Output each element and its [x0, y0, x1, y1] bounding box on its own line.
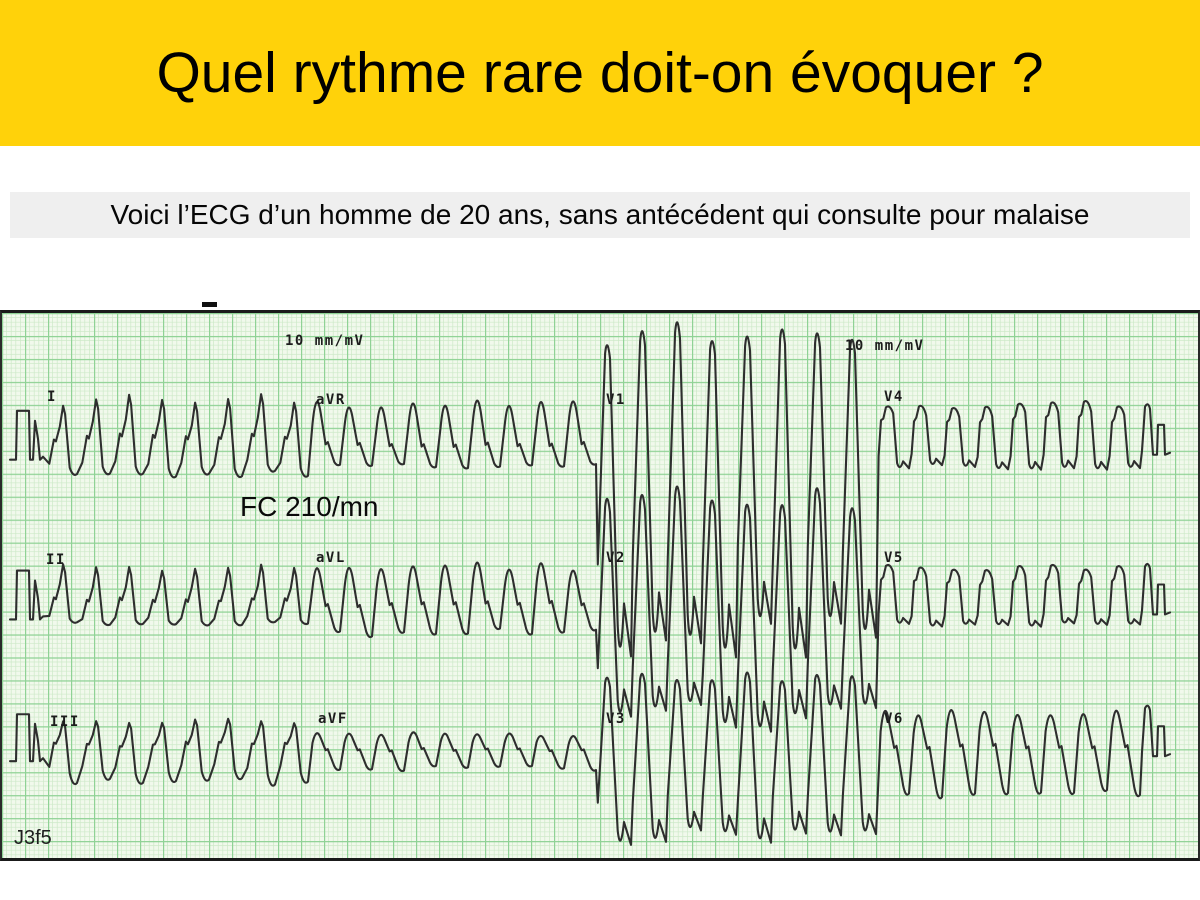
- scan-artifact-mark: [202, 302, 217, 307]
- heart-rate-annotation: FC 210/mn: [240, 491, 379, 522]
- image-code-label: J3f5: [14, 827, 52, 849]
- slide-subtitle: Voici l’ECG d’un homme de 20 ans, sans a…: [110, 199, 1090, 230]
- slide-title: Quel rythme rare doit-on évoquer ?: [156, 41, 1044, 105]
- title-banner: Quel rythme rare doit-on évoquer ?: [0, 0, 1200, 146]
- ecg-grid-and-traces: [2, 313, 1198, 858]
- subtitle-band: Voici l’ECG d’un homme de 20 ans, sans a…: [10, 192, 1190, 238]
